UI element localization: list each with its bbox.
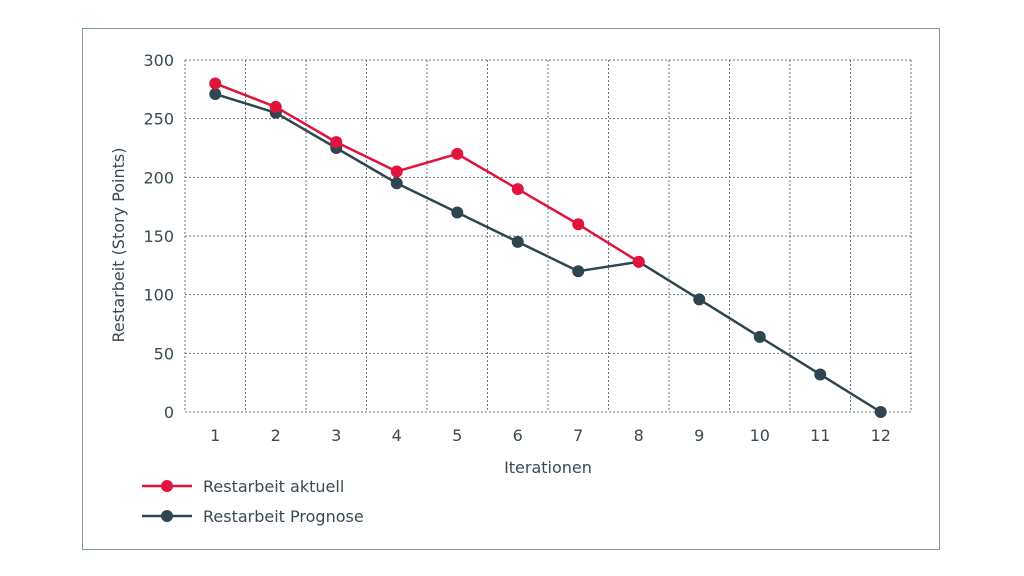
data-point	[572, 265, 585, 278]
legend-label-prognose: Restarbeit Prognose	[203, 507, 364, 526]
x-tick-label: 6	[513, 426, 523, 445]
x-tick-label: 10	[750, 426, 770, 445]
legend-label-aktuell: Restarbeit aktuell	[203, 477, 344, 496]
x-tick-label: 8	[634, 426, 644, 445]
legend-item-aktuell: Restarbeit aktuell	[142, 477, 344, 496]
x-tick-label: 3	[331, 426, 341, 445]
x-tick-labels: 1 2 3 4 5 6 7 8 9 10 11 12	[210, 426, 891, 445]
data-point	[693, 293, 706, 306]
data-point	[269, 100, 282, 113]
data-point	[330, 136, 343, 149]
data-point	[390, 177, 403, 190]
data-point	[511, 235, 524, 248]
y-tick-label: 300	[143, 51, 174, 70]
y-tick-labels: 0 50 100 150 200 250 300	[143, 51, 174, 422]
data-point	[572, 218, 585, 231]
data-point	[209, 77, 222, 90]
chart-frame	[82, 28, 940, 550]
series-aktuell	[209, 77, 645, 268]
y-axis-title: Restarbeit (Story Points)	[109, 148, 128, 343]
data-point	[753, 330, 766, 343]
data-point	[390, 165, 403, 178]
x-tick-label: 2	[271, 426, 281, 445]
legend-marker-prognose	[161, 510, 173, 522]
x-axis-title: Iterationen	[504, 458, 592, 477]
y-tick-label: 200	[143, 168, 174, 187]
data-point	[451, 147, 464, 160]
x-tick-label: 1	[210, 426, 220, 445]
y-tick-label: 50	[154, 344, 174, 363]
data-point	[511, 183, 524, 196]
legend-item-prognose: Restarbeit Prognose	[142, 507, 364, 526]
legend-marker-aktuell	[161, 480, 173, 492]
x-tick-label: 5	[452, 426, 462, 445]
y-tick-label: 100	[143, 286, 174, 305]
x-tick-label: 12	[871, 426, 891, 445]
legend: Restarbeit aktuell Restarbeit Prognose	[142, 477, 364, 526]
x-tick-label: 11	[810, 426, 830, 445]
x-tick-label: 7	[573, 426, 583, 445]
data-point	[874, 406, 887, 418]
y-tick-label: 0	[164, 403, 174, 422]
grid	[184, 59, 912, 413]
x-tick-label: 4	[392, 426, 402, 445]
y-tick-label: 250	[143, 110, 174, 129]
data-point	[451, 206, 464, 219]
series-line	[214, 82, 640, 263]
series-line	[214, 92, 882, 414]
x-tick-label: 9	[694, 426, 704, 445]
data-point	[209, 88, 222, 101]
data-point	[632, 255, 645, 268]
data-point	[814, 368, 827, 381]
series	[209, 77, 887, 418]
y-tick-label: 150	[143, 227, 174, 246]
